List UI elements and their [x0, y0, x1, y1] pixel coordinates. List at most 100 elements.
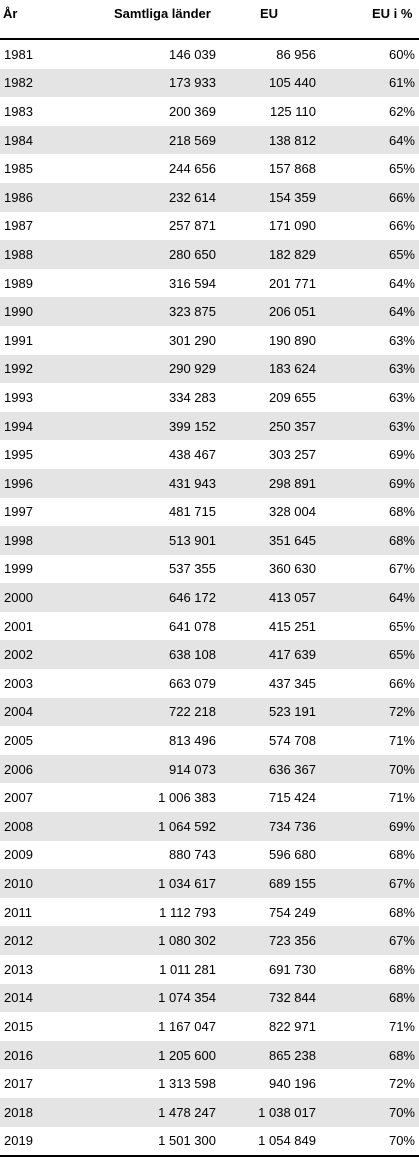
table-row: 1998 513 901 351 645 68% — [0, 526, 419, 555]
all-countries-cell: 722 218 — [66, 697, 218, 727]
eu-percent-cell: 67% — [318, 926, 419, 955]
eu-cell: 105 440 — [218, 68, 318, 98]
table-row: 2000 646 172 413 057 64% — [0, 583, 419, 612]
table-row: 2017 1 313 598 940 196 72% — [0, 1069, 419, 1098]
year-cell: 1984 — [0, 125, 66, 155]
table-row: 1981 146 039 86 956 60% — [0, 39, 419, 69]
year-cell: 1996 — [0, 468, 66, 498]
eu-cell: 206 051 — [218, 297, 318, 326]
year-cell: 2012 — [0, 926, 66, 955]
table-row: 1985 244 656 157 868 65% — [0, 154, 419, 183]
all-countries-cell: 316 594 — [169, 275, 216, 291]
eu-cell: 689 155 — [218, 869, 318, 898]
eu-percent-cell: 64% — [388, 275, 415, 291]
year-cell: 2009 — [4, 847, 33, 863]
all-countries-cell: 663 079 — [169, 675, 216, 691]
eu-percent-cell: 68% — [388, 504, 415, 520]
eu-cell: 417 639 — [218, 640, 318, 670]
year-cell: 2004 — [0, 697, 66, 727]
year-cell: 2008 — [0, 812, 66, 841]
table-row: 2008 1 064 592 734 736 69% — [0, 812, 419, 841]
eu-percent-cell: 68% — [388, 847, 415, 863]
eu-cell: 1 038 017 — [218, 1097, 318, 1127]
all-countries-cell: 1 011 281 — [159, 961, 216, 977]
eu-percent-cell: 66% — [388, 218, 415, 234]
eu-percent-cell: 72% — [388, 1076, 415, 1092]
eu-percent-cell: 63% — [318, 411, 419, 441]
table-row: 2014 1 074 354 732 844 68% — [0, 983, 419, 1013]
all-countries-cell: 1 074 354 — [66, 983, 218, 1013]
all-countries-cell: 257 871 — [169, 218, 216, 234]
eu-percent-cell: 64% — [318, 297, 419, 326]
year-cell: 1987 — [4, 218, 33, 234]
eu-cell: 154 359 — [218, 182, 318, 212]
all-countries-cell: 232 614 — [66, 182, 218, 212]
all-countries-cell: 641 078 — [169, 618, 216, 634]
eu-percent-cell: 69% — [318, 812, 419, 841]
table-row: 2010 1 034 617 689 155 67% — [0, 869, 419, 898]
year-cell: 1991 — [4, 332, 33, 348]
eu-percent-cell: 65% — [388, 161, 415, 177]
all-countries-cell: 813 496 — [169, 733, 216, 749]
table-row: 1996 431 943 298 891 69% — [0, 468, 419, 498]
year-cell: 1999 — [4, 561, 33, 577]
all-countries-cell: 200 369 — [169, 103, 216, 119]
eu-cell: 723 356 — [218, 926, 318, 955]
all-countries-cell: 481 715 — [169, 504, 216, 520]
eu-percent-cell: 68% — [388, 961, 415, 977]
eu-cell: 183 624 — [218, 354, 318, 384]
eu-percent-cell: 64% — [318, 583, 419, 612]
eu-percent-cell: 65% — [318, 640, 419, 670]
eu-percent-cell: 72% — [318, 697, 419, 727]
eu-cell: 86 956 — [276, 46, 316, 62]
all-countries-cell: 173 933 — [66, 68, 218, 98]
header-eu-percent: EU i % — [318, 0, 419, 40]
year-cell: 2007 — [4, 790, 33, 806]
year-cell: 2015 — [4, 1018, 33, 1034]
eu-cell: 437 345 — [269, 675, 316, 691]
all-countries-cell: 513 901 — [66, 526, 218, 555]
eu-percent-cell: 62% — [388, 103, 415, 119]
eu-cell: 715 424 — [269, 790, 316, 806]
eu-cell: 125 110 — [269, 103, 316, 119]
eu-cell: 328 004 — [269, 504, 316, 520]
eu-cell: 523 191 — [218, 697, 318, 727]
eu-cell: 754 249 — [269, 904, 316, 920]
eu-percent-cell: 66% — [388, 675, 415, 691]
eu-percent-cell: 68% — [388, 904, 415, 920]
eu-percent-cell: 71% — [388, 733, 415, 749]
eu-cell: 734 736 — [218, 812, 318, 841]
table-row: 2003 663 079 437 345 66% — [0, 669, 419, 698]
year-cell: 2018 — [0, 1097, 66, 1127]
all-countries-cell: 218 569 — [66, 125, 218, 155]
year-cell: 1997 — [4, 504, 33, 520]
eu-cell: 351 645 — [218, 526, 318, 555]
table-row: 2004 722 218 523 191 72% — [0, 697, 419, 727]
year-cell: 1988 — [0, 240, 66, 269]
year-cell: 2011 — [4, 904, 32, 920]
header-row: År Samtliga länder EU EU i % — [0, 0, 419, 40]
eu-percent-cell: 69% — [388, 447, 415, 463]
table-row: 1984 218 569 138 812 64% — [0, 125, 419, 155]
year-cell: 2002 — [0, 640, 66, 670]
header-year: År — [0, 0, 66, 40]
year-cell: 1986 — [0, 182, 66, 212]
year-cell: 1992 — [0, 354, 66, 384]
table-header: År Samtliga länder EU EU i % — [0, 0, 419, 40]
eu-cell: 201 771 — [269, 275, 316, 291]
eu-percent-cell: 63% — [388, 389, 415, 405]
all-countries-cell: 537 355 — [169, 561, 216, 577]
year-cell: 2000 — [0, 583, 66, 612]
table-row: 2001 641 078 415 251 65% — [0, 612, 419, 641]
all-countries-cell: 334 283 — [169, 389, 216, 405]
eu-cell: 691 730 — [269, 961, 316, 977]
year-cell: 2003 — [4, 675, 33, 691]
table-row: 1988 280 650 182 829 65% — [0, 240, 419, 269]
table-row: 1986 232 614 154 359 66% — [0, 182, 419, 212]
eu-percent-cell: 69% — [318, 468, 419, 498]
all-countries-cell: 646 172 — [66, 583, 218, 612]
eu-cell: 303 257 — [269, 447, 316, 463]
table-row: 1991 301 290 190 890 63% — [0, 326, 419, 355]
year-cell: 2005 — [4, 733, 33, 749]
